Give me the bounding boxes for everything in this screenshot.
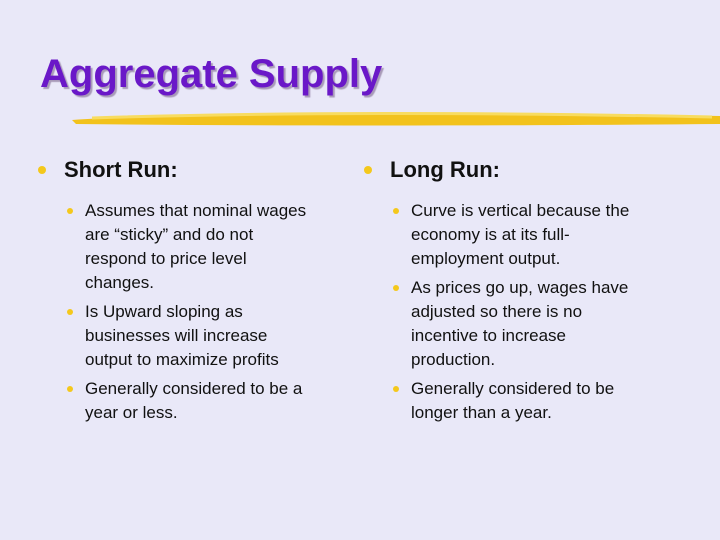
heading-text: Long Run: (390, 157, 500, 182)
item-text: Generally considered to be a year or les… (85, 379, 303, 422)
title-underline-brushstroke (72, 111, 720, 126)
long-run-column: Long Run: Curve is vertical because the … (358, 157, 629, 430)
list-item: Generally considered to be a year or les… (32, 377, 306, 425)
slide-title: Aggregate Supply (40, 52, 383, 96)
item-text: Curve is vertical because the economy is… (411, 201, 630, 268)
short-run-column: Short Run: Assumes that nominal wages ar… (32, 157, 306, 430)
list-item: Generally considered to be longer than a… (358, 377, 629, 425)
bullet-icon (393, 285, 399, 291)
bullet-icon (393, 386, 399, 392)
list-item: Curve is vertical because the economy is… (358, 199, 629, 271)
item-text: Assumes that nominal wages are “sticky” … (85, 201, 307, 292)
short-run-heading: Short Run: (32, 157, 306, 183)
item-text: Is Upward sloping as businesses will inc… (85, 302, 279, 369)
bullet-icon (364, 166, 372, 174)
bullet-icon (67, 386, 73, 392)
bullet-icon (38, 166, 46, 174)
long-run-heading: Long Run: (358, 157, 629, 183)
item-text: As prices go up, wages have adjusted so … (411, 278, 629, 369)
bullet-icon (67, 208, 73, 214)
bullet-icon (67, 309, 73, 315)
list-item: Is Upward sloping as businesses will inc… (32, 300, 306, 372)
list-item: Assumes that nominal wages are “sticky” … (32, 199, 306, 295)
heading-text: Short Run: (64, 157, 178, 182)
item-text: Generally considered to be longer than a… (411, 379, 615, 422)
list-item: As prices go up, wages have adjusted so … (358, 276, 629, 372)
bullet-icon (393, 208, 399, 214)
